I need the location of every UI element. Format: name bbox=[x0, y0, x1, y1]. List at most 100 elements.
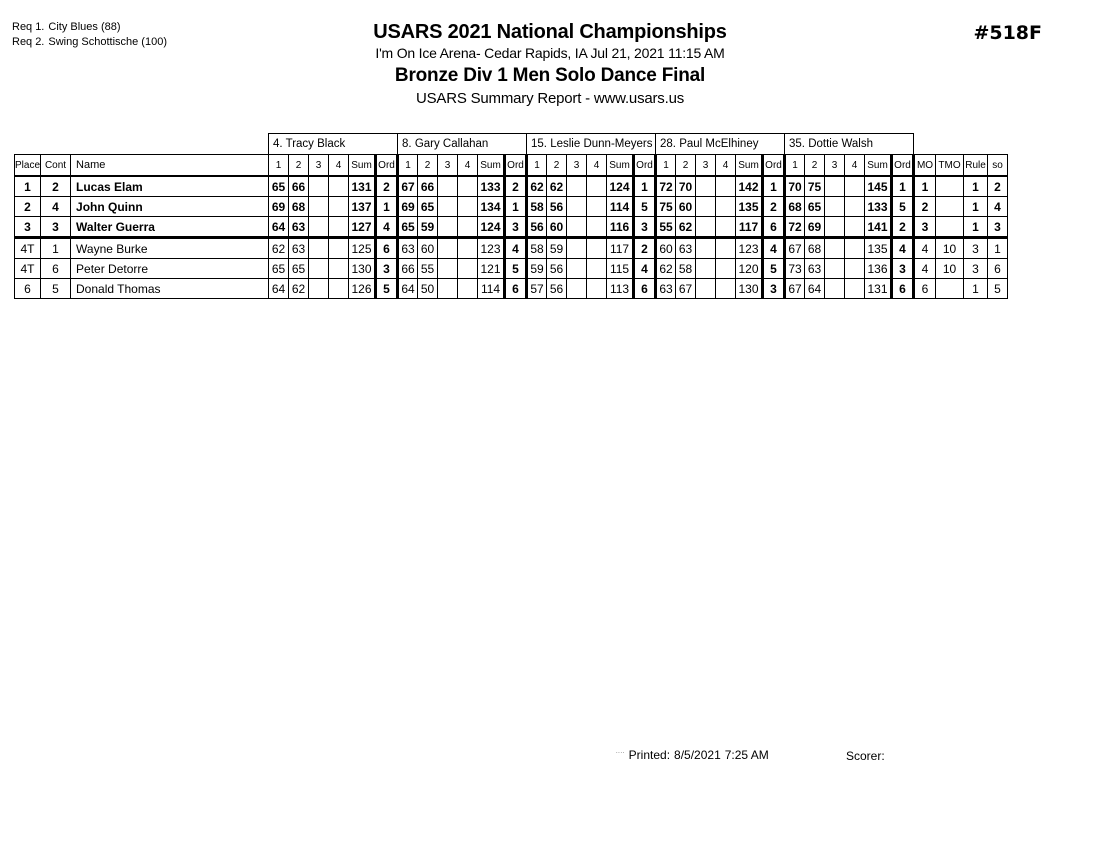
cell-judge2-score1: 69 bbox=[397, 196, 419, 217]
cell-judge2-score3 bbox=[437, 258, 459, 279]
cell-judge1-score3 bbox=[308, 258, 330, 279]
cell-judge5-sum: 131 bbox=[864, 278, 893, 299]
cell-judge5-score2: 64 bbox=[804, 278, 826, 299]
cell-judge4-score4 bbox=[715, 216, 737, 239]
cell-judge4-score1: 63 bbox=[655, 278, 677, 299]
cell-judge5-score2: 68 bbox=[804, 237, 826, 259]
cell-contestant-number: 3 bbox=[40, 216, 72, 239]
cell-judge3-score2: 56 bbox=[546, 196, 568, 217]
cell-judge1-score3 bbox=[308, 237, 330, 259]
cell-judge5-score1: 67 bbox=[784, 237, 806, 259]
cell-tmo bbox=[935, 196, 965, 217]
cell-judge3-score1: 56 bbox=[526, 216, 548, 239]
cell-judge5-ord: 6 bbox=[890, 278, 916, 299]
cell-so: 4 bbox=[987, 196, 1009, 217]
requirement-number: 2. bbox=[35, 36, 45, 48]
cell-judge2-sum: 133 bbox=[477, 176, 506, 197]
cell-contestant-number: 2 bbox=[40, 176, 72, 197]
requirement-text: City Blues (88) bbox=[48, 21, 121, 33]
column-header-name: Name bbox=[70, 154, 270, 177]
column-header-judge1-2: 2 bbox=[288, 154, 310, 177]
cell-judge5-score3 bbox=[824, 258, 846, 279]
cell-judge2-sum: 124 bbox=[477, 216, 506, 239]
cell-judge5-score4 bbox=[844, 196, 866, 217]
cell-rule: 1 bbox=[963, 176, 989, 197]
cell-judge4-score2: 70 bbox=[675, 176, 697, 197]
cell-skater-name: Donald Thomas bbox=[70, 278, 270, 299]
event-title: Bronze Div 1 Men Solo Dance Final bbox=[394, 65, 706, 86]
cell-judge2-score3 bbox=[437, 196, 459, 217]
table-row: 3 3 Walter Guerra 64 63 127 4 65 59 124 3 56 60 116 3 5… bbox=[13, 216, 1009, 239]
cell-judge1-score4 bbox=[328, 278, 350, 299]
cell-judge1-score2: 62 bbox=[288, 278, 310, 299]
cell-judge2-score2: 66 bbox=[417, 176, 439, 197]
cell-judge1-sum: 131 bbox=[348, 176, 377, 197]
cell-judge4-score3 bbox=[695, 196, 717, 217]
cell-judge5-score2: 65 bbox=[804, 196, 826, 217]
cell-judge4-ord: 5 bbox=[761, 258, 787, 279]
cell-judge1-ord: 3 bbox=[374, 258, 400, 279]
column-header-judge4-ord: Ord bbox=[761, 154, 787, 177]
cell-skater-name: Wayne Burke bbox=[70, 237, 270, 259]
column-header-judge4-2: 2 bbox=[675, 154, 697, 177]
cell-judge1-score4 bbox=[328, 216, 350, 239]
cell-judge3-score3 bbox=[566, 278, 588, 299]
cell-judge4-score3 bbox=[695, 258, 717, 279]
cell-so: 6 bbox=[987, 258, 1009, 279]
cell-judge1-sum: 137 bbox=[348, 196, 377, 217]
cell-judge1-score1: 64 bbox=[268, 216, 290, 239]
cell-rule: 1 bbox=[963, 196, 989, 217]
cell-judge5-sum: 141 bbox=[864, 216, 893, 239]
cell-judge3-ord: 2 bbox=[632, 237, 658, 259]
cell-judge3-score1: 57 bbox=[526, 278, 548, 299]
cell-judge3-ord: 3 bbox=[632, 216, 658, 239]
table-row: 2 4 John Quinn 69 68 137 1 69 65 134 1 58 56 114 5 75 60… bbox=[13, 196, 1009, 217]
column-header-judge1-4: 4 bbox=[328, 154, 350, 177]
cell-judge2-sum: 134 bbox=[477, 196, 506, 217]
cell-judge1-ord: 1 bbox=[374, 196, 400, 217]
cell-judge2-score2: 65 bbox=[417, 196, 439, 217]
column-header-judge4-4: 4 bbox=[715, 154, 737, 177]
cell-judge1-score1: 65 bbox=[268, 176, 290, 197]
column-header-place: Place bbox=[13, 154, 42, 177]
cell-judge2-score2: 55 bbox=[417, 258, 439, 279]
results-table-container: 4. Tracy Black 8. Gary Callahan 15. Leslie… bbox=[13, 133, 1009, 299]
cell-judge1-score3 bbox=[308, 278, 330, 299]
results-table: 4. Tracy Black 8. Gary Callahan 15. Leslie… bbox=[13, 133, 1009, 299]
cell-judge3-score4 bbox=[586, 216, 608, 239]
column-header-judge3-3: 3 bbox=[566, 154, 588, 177]
cell-judge5-score4 bbox=[844, 237, 866, 259]
cell-place: 2 bbox=[13, 196, 42, 217]
cell-judge4-score2: 60 bbox=[675, 196, 697, 217]
cell-judge2-ord: 4 bbox=[503, 237, 529, 259]
column-header-judge2-ord: Ord bbox=[503, 154, 529, 177]
column-header-judge4-sum: Sum bbox=[735, 154, 764, 177]
judge-name: Tracy Black bbox=[285, 138, 346, 150]
cell-judge3-score1: 62 bbox=[526, 176, 548, 197]
cell-judge3-score4 bbox=[586, 196, 608, 217]
cell-judge5-score1: 73 bbox=[784, 258, 806, 279]
judge-header: 8. Gary Callahan bbox=[397, 133, 528, 155]
cell-judge3-sum: 114 bbox=[606, 196, 635, 217]
cell-judge4-score2: 58 bbox=[675, 258, 697, 279]
cell-place: 4T bbox=[13, 237, 42, 259]
cell-judge5-score4 bbox=[844, 216, 866, 239]
cell-judge4-score2: 67 bbox=[675, 278, 697, 299]
cell-judge4-sum: 120 bbox=[735, 258, 764, 279]
column-header-judge3-sum: Sum bbox=[606, 154, 635, 177]
cell-judge3-sum: 115 bbox=[606, 258, 635, 279]
column-header-mo: MO bbox=[913, 154, 937, 177]
cell-judge3-ord: 1 bbox=[632, 176, 658, 197]
judge-number: 28. bbox=[660, 138, 680, 150]
cell-judge4-score1: 75 bbox=[655, 196, 677, 217]
cell-judge1-sum: 125 bbox=[348, 237, 377, 259]
cell-judge3-sum: 116 bbox=[606, 216, 635, 239]
report-subtitle: USARS Summary Report - www.usars.us bbox=[415, 90, 685, 107]
cell-tmo bbox=[935, 176, 965, 197]
judge-header: 35. Dottie Walsh bbox=[784, 133, 915, 155]
cell-judge4-sum: 123 bbox=[735, 237, 764, 259]
cell-place: 3 bbox=[13, 216, 42, 239]
cell-judge5-score1: 70 bbox=[784, 176, 806, 197]
cell-so: 1 bbox=[987, 237, 1009, 259]
cell-skater-name: John Quinn bbox=[70, 196, 270, 217]
